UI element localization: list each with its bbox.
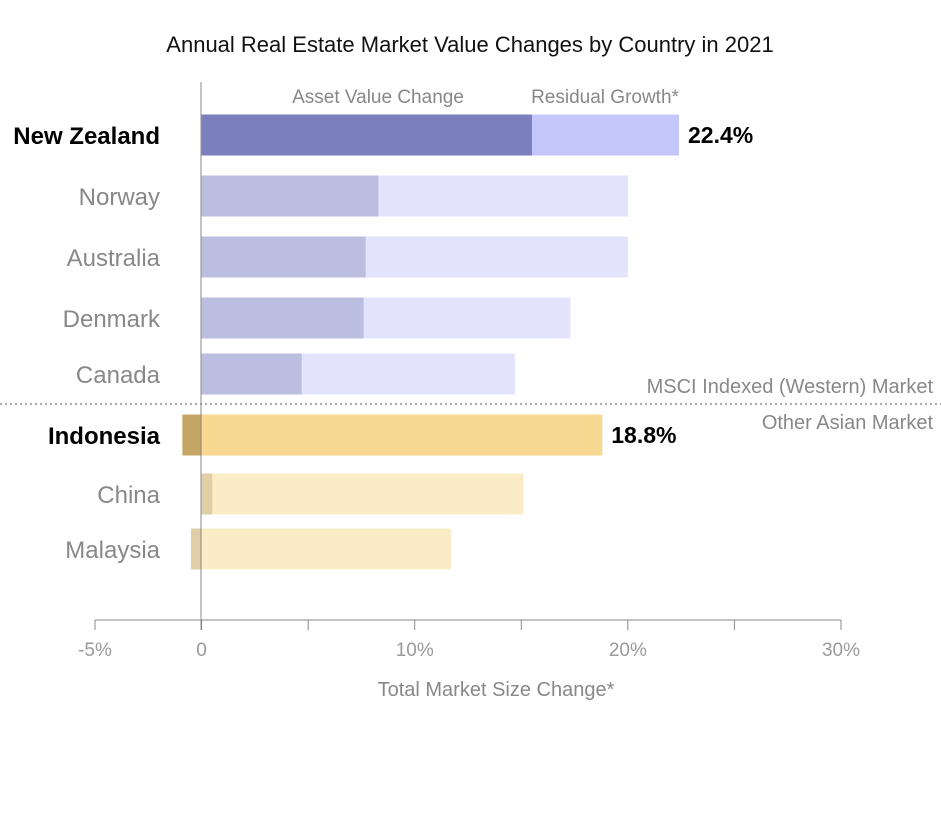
x-axis-label: Total Market Size Change* (378, 679, 615, 701)
x-tick-label: 10% (396, 640, 434, 661)
x-axis-ticks: -5% 0 10% 20% 30% (78, 620, 860, 661)
bars (182, 114, 680, 570)
bar-asset-indonesia (182, 414, 202, 456)
bar-asset-china (201, 473, 213, 515)
group-label-western: MSCI Indexed (Western) Market (647, 376, 934, 398)
category-label-canada: Canada (76, 362, 161, 389)
data-label-new-zealand: 22.4% (688, 122, 753, 148)
bar-residual-indonesia (201, 414, 603, 456)
bar-asset-new-zealand (201, 114, 532, 156)
bar-asset-denmark (201, 297, 364, 339)
group-label-asian: Other Asian Market (762, 412, 934, 434)
bar-asset-malaysia (190, 528, 202, 570)
bar-asset-australia (201, 236, 366, 278)
category-label-indonesia: Indonesia (48, 423, 161, 450)
data-label-indonesia: 18.8% (611, 422, 676, 448)
category-labels: New Zealand Norway Australia Denmark Canada I… (13, 123, 161, 564)
category-label-new-zealand: New Zealand (13, 123, 160, 150)
chart-title: Annual Real Estate Market Value Changes … (166, 32, 773, 57)
data-labels: 22.4% 18.8% (611, 122, 753, 448)
x-tick-label: 30% (822, 640, 860, 661)
bar-residual-china (201, 473, 524, 515)
category-label-malaysia: Malaysia (65, 537, 160, 564)
x-tick-label: -5% (78, 640, 112, 661)
legend-asset-value-change: Asset Value Change (292, 87, 464, 108)
bar-asset-canada (201, 353, 302, 395)
category-label-australia: Australia (67, 245, 161, 272)
category-label-china: China (97, 482, 160, 509)
category-label-denmark: Denmark (63, 306, 161, 333)
bar-asset-norway (201, 175, 379, 217)
bar-residual-malaysia (201, 528, 451, 570)
x-tick-label: 20% (609, 640, 647, 661)
category-label-norway: Norway (79, 184, 160, 211)
legend-residual-growth: Residual Growth* (531, 87, 679, 108)
x-tick-label: 0 (196, 640, 207, 661)
